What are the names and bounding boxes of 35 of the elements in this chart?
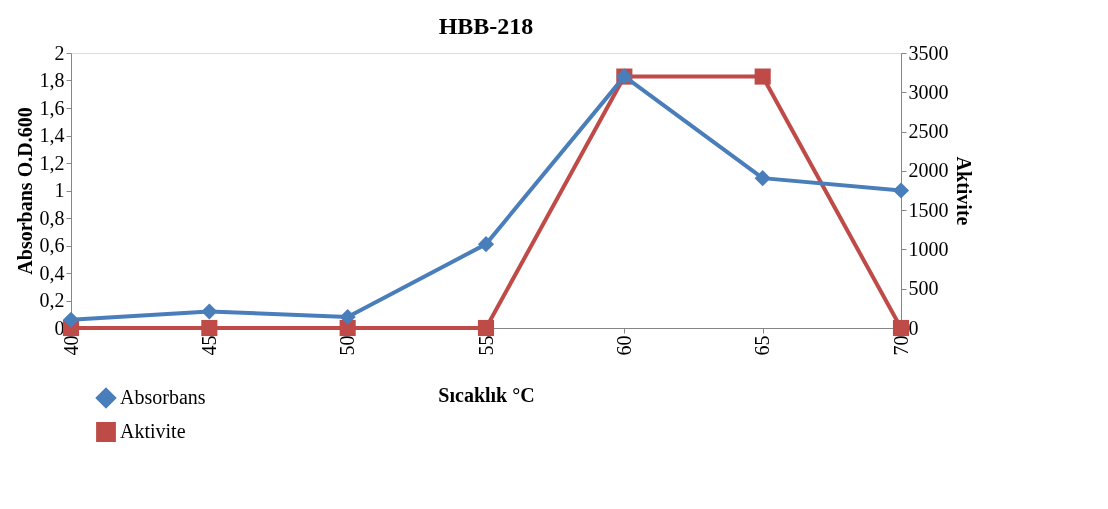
point (62, 311, 80, 328)
y2-tick-label: 1500 (908, 198, 949, 221)
y-tick-label: 0,8 (39, 206, 65, 229)
y-tick-label: 1,8 (39, 69, 65, 91)
y-axis-title: Absorbans O.D.600 (13, 107, 36, 275)
y-tick-label: 2 (54, 41, 65, 64)
point (754, 170, 771, 187)
point (339, 308, 356, 326)
y-tick-label: 1,4 (39, 124, 65, 146)
legend-label: Aktivite (120, 420, 186, 442)
y2-tick-label: 3500 (908, 41, 949, 64)
legend-label: Absorbans (120, 386, 206, 408)
y2-tick-label: 3000 (908, 80, 949, 103)
x-axis-title: Sıcaklık °C (438, 383, 535, 406)
point (892, 182, 910, 199)
x-tick-label: 60 (612, 335, 635, 356)
chart-title: HBB-218 (438, 13, 534, 39)
y-tick-label: 0,6 (39, 234, 65, 256)
x-tick-label: 45 (197, 335, 220, 356)
y-tick-label: 0,2 (39, 289, 65, 311)
x-tick-label: 50 (336, 335, 359, 356)
y2-tick-label: 2500 (908, 120, 949, 143)
y2-tick-label: 500 (908, 277, 939, 300)
y2-tick-label: 1000 (908, 237, 949, 260)
x-tick-label: 55 (474, 335, 497, 356)
x-tick-label: 65 (751, 335, 774, 356)
point (201, 303, 218, 320)
y2-tick-label: 2000 (908, 159, 949, 182)
x-tick-label: 40 (59, 335, 82, 356)
point (477, 236, 495, 253)
y-tick-label: 1,6 (39, 96, 65, 119)
y-tick-label: 1 (54, 179, 65, 201)
y2-axis-title: Aktivite (952, 156, 975, 226)
y-tick-label: 1,2 (39, 151, 65, 174)
y-tick-label: 0,4 (39, 261, 65, 284)
